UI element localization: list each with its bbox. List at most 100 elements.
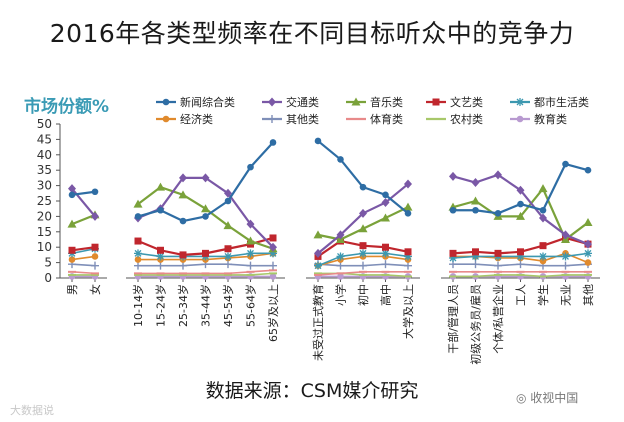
data-point [359, 183, 367, 191]
legend-label: 音乐类 [370, 95, 403, 109]
watermark-right-text: 收视中国 [530, 391, 579, 405]
legend-label: 文艺类 [450, 95, 483, 109]
data-point [538, 184, 548, 193]
data-point [381, 213, 390, 222]
data-point [179, 261, 187, 270]
data-point [178, 190, 188, 199]
data-point [157, 206, 164, 214]
series-8 [68, 269, 592, 276]
data-point [561, 261, 570, 270]
legend-label: 农村类 [450, 112, 483, 126]
legend-label: 交通类 [286, 95, 319, 109]
data-point [68, 256, 76, 263]
data-point [134, 213, 142, 220]
data-point [224, 252, 232, 261]
data-point [337, 156, 344, 163]
source-note: 数据来源：CSM媒介研究 [205, 380, 419, 402]
data-point [539, 242, 547, 250]
data-point [449, 249, 457, 257]
x-tick-label: 小学 [334, 284, 348, 306]
legend-item: 教育类 [510, 112, 567, 126]
data-point [584, 166, 592, 174]
data-point [404, 261, 412, 270]
watermark-left: 大数据说 [10, 404, 54, 417]
data-point [67, 219, 77, 228]
data-point [561, 252, 570, 261]
data-point [584, 249, 592, 258]
data-point [404, 248, 412, 256]
series-line [71, 190, 96, 196]
y-tick-label: 20 [37, 209, 52, 223]
data-point [224, 245, 232, 253]
data-point [539, 213, 547, 223]
data-point [246, 219, 255, 229]
data-point [562, 160, 569, 168]
data-point [516, 185, 525, 195]
data-point [359, 208, 367, 218]
data-point [179, 251, 187, 259]
data-point [359, 249, 367, 258]
legend-item: 交通类 [262, 95, 319, 109]
data-point [134, 249, 142, 258]
series-1 [68, 137, 592, 225]
data-point [583, 218, 593, 227]
data-point [336, 230, 345, 240]
data-point [381, 260, 390, 269]
data-point [91, 261, 99, 270]
series-lines [67, 137, 593, 280]
data-point [246, 249, 255, 258]
chart-title: 2016年各类型频率在不同目标听众中的竞争力 [49, 19, 575, 48]
legend-item: 经济类 [156, 112, 213, 126]
data-point [68, 184, 76, 194]
data-point [162, 115, 170, 123]
legend-item: 都市生活类 [510, 95, 589, 109]
x-tick-label: 15-24岁 [154, 284, 168, 327]
data-point [404, 179, 412, 189]
data-point [91, 253, 99, 260]
data-point [584, 259, 592, 266]
data-point [359, 242, 367, 250]
x-tick-label: 高中 [379, 284, 393, 306]
x-tick-label: 35-44岁 [199, 284, 213, 327]
legend-label: 新闻综合类 [180, 95, 235, 109]
y-tick-label: 15 [37, 225, 52, 239]
data-point [202, 249, 209, 257]
data-point [539, 206, 547, 214]
legend-label: 都市生活类 [534, 95, 589, 109]
data-point [358, 224, 368, 233]
data-point [472, 248, 479, 256]
x-tick-label: 25-34岁 [176, 284, 190, 327]
legend-label: 经济类 [180, 112, 213, 126]
data-point [494, 170, 502, 180]
data-point [382, 191, 389, 199]
series-line [71, 246, 96, 252]
data-point [516, 115, 524, 123]
y-tick-label: 30 [37, 179, 52, 193]
x-tick-label: 女 [88, 284, 102, 295]
data-point [223, 221, 233, 230]
legend-item: 体育类 [346, 112, 403, 126]
data-point [68, 246, 76, 254]
data-point [449, 171, 457, 181]
data-point [516, 211, 525, 220]
data-point [134, 237, 142, 245]
data-point [314, 248, 322, 258]
data-point [449, 206, 457, 214]
legend-label: 体育类 [370, 112, 403, 126]
data-point [91, 211, 99, 221]
data-point [201, 173, 210, 183]
x-tick-label: 无业 [560, 284, 573, 306]
data-point [494, 249, 502, 257]
data-point [156, 261, 165, 270]
series-7 [68, 260, 592, 270]
data-point [247, 163, 254, 171]
legend-item: 音乐类 [346, 95, 403, 109]
x-tick-label: 55-64岁 [244, 284, 258, 327]
data-point [471, 178, 480, 188]
data-point [91, 188, 99, 196]
data-point [162, 98, 170, 106]
x-tick-label: 未受过正式教育 [311, 284, 325, 361]
data-point [539, 257, 547, 265]
